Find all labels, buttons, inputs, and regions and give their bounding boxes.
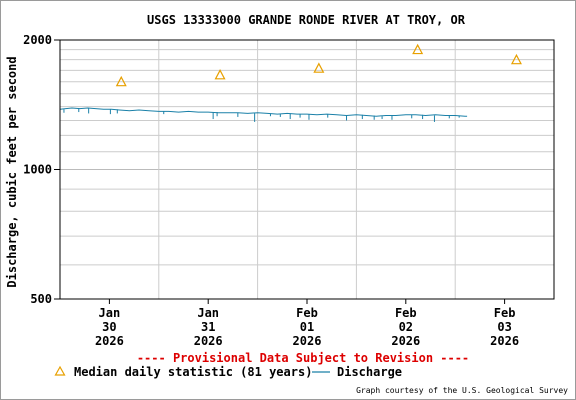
x-tick-label: 2026: [194, 334, 223, 348]
series-layer: [59, 43, 522, 122]
y-axis-label: Discharge, cubic feet per second: [5, 56, 19, 287]
x-tick-label: Jan: [99, 306, 121, 320]
x-tick-label: 2026: [293, 334, 322, 348]
median-point-marker: [214, 69, 226, 80]
x-tick-label: 2026: [490, 334, 519, 348]
x-axis-ticks: Jan302026Jan312026Feb012026Feb022026Feb0…: [95, 299, 519, 348]
plot-area-border: [59, 39, 555, 300]
legend-median-marker-icon: [54, 365, 66, 376]
y-axis-ticks: 500 1000 2000: [23, 33, 60, 306]
x-tick-label: 31: [201, 320, 215, 334]
x-tick-label: 01: [300, 320, 314, 334]
median-point-marker: [313, 62, 325, 73]
x-tick-label: Feb: [395, 306, 417, 320]
y-tick-label: 2000: [23, 33, 52, 47]
legend-discharge-label: Discharge: [337, 365, 402, 379]
x-tick-label: Feb: [296, 306, 318, 320]
median-point-marker: [115, 75, 127, 87]
y-tick-label: 1000: [23, 163, 52, 177]
legend: Median daily statistic (81 years) Discha…: [54, 365, 402, 379]
y-tick-label: 500: [30, 292, 52, 306]
discharge-series-line: [59, 107, 468, 117]
provisional-notice: ---- Provisional Data Subject to Revisio…: [137, 351, 469, 365]
x-tick-label: 2026: [391, 334, 420, 348]
median-point-marker: [412, 43, 424, 55]
chart-title: USGS 13333000 GRANDE RONDE RIVER AT TROY…: [147, 13, 466, 27]
x-tick-label: Feb: [494, 306, 516, 320]
x-tick-label: 2026: [95, 334, 124, 348]
x-tick-label: 30: [102, 320, 116, 334]
x-tick-label: Jan: [197, 306, 219, 320]
usgs-credit: Graph courtesy of the U.S. Geological Su…: [356, 386, 568, 395]
legend-median-label: Median daily statistic (81 years): [74, 365, 312, 379]
grid-lines: [60, 39, 554, 300]
median-point-marker: [510, 53, 522, 65]
x-tick-label: 02: [399, 320, 413, 334]
x-tick-label: 03: [497, 320, 511, 334]
